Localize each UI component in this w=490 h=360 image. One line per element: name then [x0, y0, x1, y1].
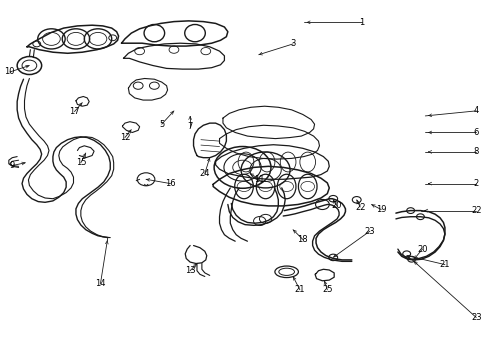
Text: 4: 4: [474, 107, 479, 115]
Text: 23: 23: [471, 313, 482, 322]
Text: 10: 10: [4, 68, 15, 77]
Text: 16: 16: [165, 179, 176, 188]
Text: 23: 23: [365, 227, 375, 236]
Text: 22: 22: [471, 206, 482, 215]
Text: 13: 13: [185, 266, 196, 275]
Text: 18: 18: [297, 235, 308, 244]
Text: 20: 20: [417, 245, 428, 253]
Text: 20: 20: [332, 202, 343, 210]
Text: 22: 22: [355, 202, 366, 211]
Text: 7: 7: [188, 122, 193, 131]
Text: 15: 15: [75, 158, 86, 167]
Text: 25: 25: [322, 285, 333, 294]
Text: 5: 5: [159, 120, 164, 129]
Text: 12: 12: [120, 133, 130, 142]
Text: 19: 19: [376, 205, 387, 214]
Text: 17: 17: [69, 107, 80, 116]
Text: 3: 3: [291, 40, 295, 49]
Text: 8: 8: [474, 148, 479, 156]
Text: 1: 1: [359, 18, 364, 27]
Text: 21: 21: [294, 285, 305, 294]
Text: 6: 6: [474, 128, 479, 137]
Text: 21: 21: [440, 260, 450, 269]
Text: 14: 14: [95, 279, 106, 288]
Text: 9: 9: [10, 161, 15, 170]
Text: 11: 11: [254, 175, 265, 184]
Text: 24: 24: [199, 169, 210, 178]
Text: 2: 2: [474, 179, 479, 188]
